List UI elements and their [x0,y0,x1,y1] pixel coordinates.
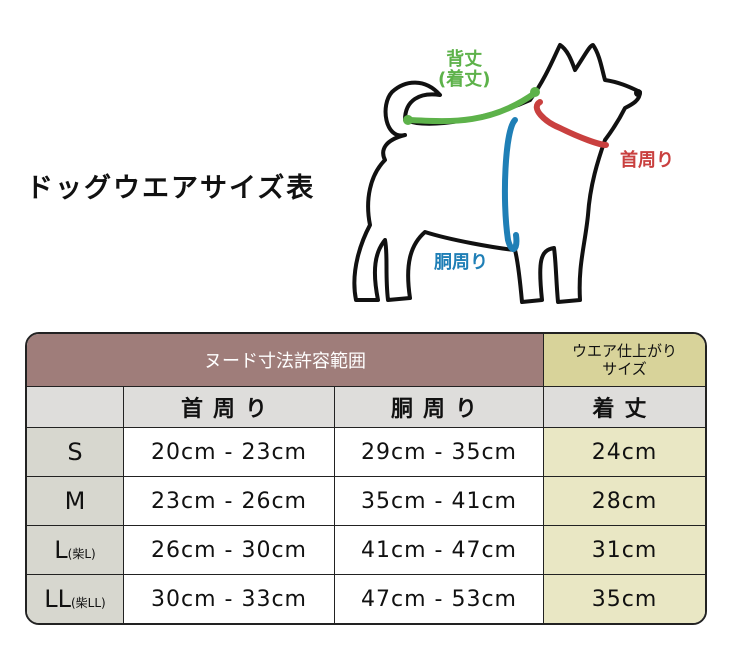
size-table: ヌード寸法許容範囲 ウエア仕上がり サイズ 首周り 胴周り 着丈 S 20cm -… [25,332,707,625]
header-nude-range: ヌード寸法許容範囲 [27,334,544,387]
header-finished-size: ウエア仕上がり サイズ [544,334,705,387]
size-label: S [27,428,124,477]
back-length-line [405,90,538,125]
neck-label: 首周り [620,150,674,171]
neck-value: 20cm - 23cm [124,428,335,477]
length-value: 31cm [544,526,705,575]
neck-value: 30cm - 33cm [124,575,335,623]
neck-line [533,99,609,148]
chest-value: 29cm - 35cm [335,428,544,477]
header-empty [27,387,124,428]
dog-outline [352,43,642,304]
back-length-label: 背丈 (着丈) [438,49,491,90]
dog-nose [634,89,642,97]
neck-value: 23cm - 26cm [124,477,335,526]
length-value: 35cm [544,575,705,623]
table-row: LL(柴LL) 30cm - 33cm 47cm - 53cm 35cm [27,575,705,623]
col-length: 着丈 [544,387,705,428]
dog-illustration [352,43,642,304]
table-row: S 20cm - 23cm 29cm - 35cm 24cm [27,428,705,477]
size-label: LL(柴LL) [27,575,124,623]
chest-value: 47cm - 53cm [335,575,544,623]
length-value: 24cm [544,428,705,477]
chest-label: 胴周り [434,252,488,273]
neck-value: 26cm - 30cm [124,526,335,575]
size-label: L(柴L) [27,526,124,575]
table-row: M 23cm - 26cm 35cm - 41cm 28cm [27,477,705,526]
size-label: M [27,477,124,526]
page-title: ドッグウエアサイズ表 [26,173,316,204]
length-value: 28cm [544,477,705,526]
col-neck: 首周り [124,387,335,428]
col-chest: 胴周り [335,387,544,428]
table-row: L(柴L) 26cm - 30cm 41cm - 47cm 31cm [27,526,705,575]
chest-value: 41cm - 47cm [335,526,544,575]
chest-line [501,117,520,252]
chest-value: 35cm - 41cm [335,477,544,526]
